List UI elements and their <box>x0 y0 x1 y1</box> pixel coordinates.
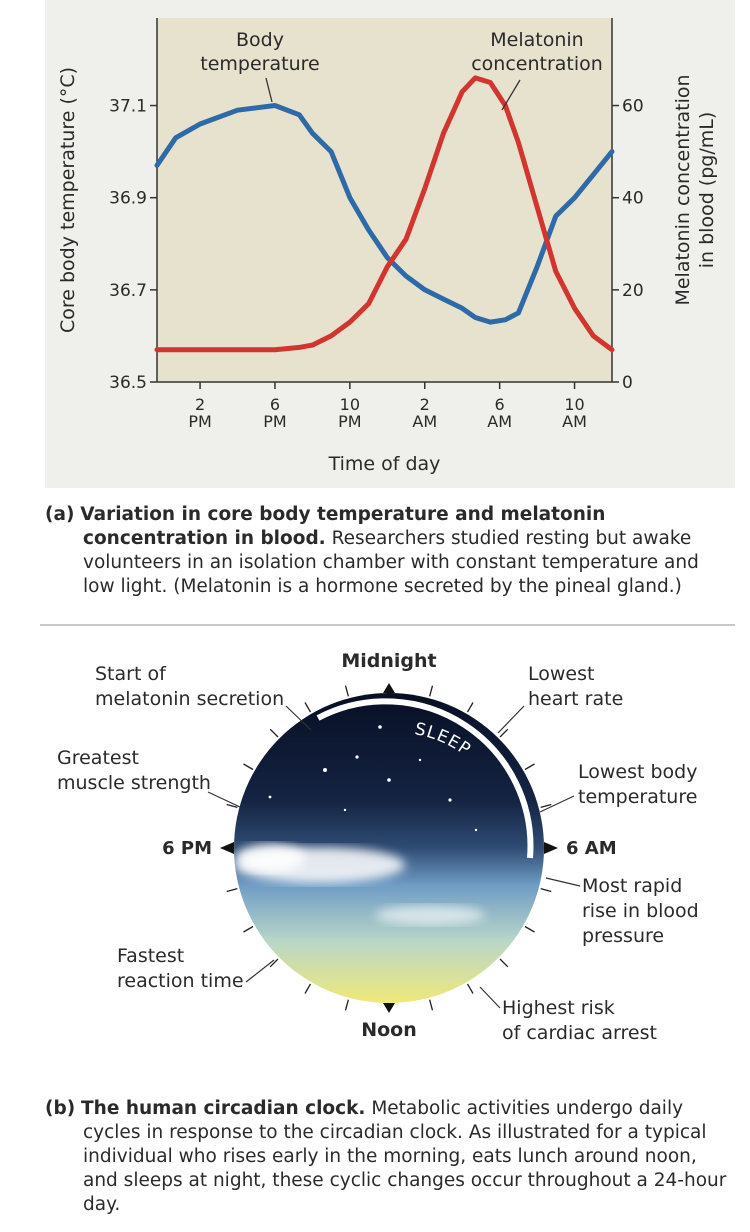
event-label-line: Greatest <box>57 747 139 769</box>
clock-ticks <box>226 685 552 1011</box>
y2-tick-label: 0 <box>622 373 633 393</box>
y2-tick-label: 60 <box>622 97 644 117</box>
event-label-line: heart rate <box>528 688 623 710</box>
clock-tick <box>243 763 254 771</box>
clock-tick <box>304 983 312 994</box>
leader-lines <box>207 705 581 1009</box>
six-am-label: 6 AM <box>566 838 617 859</box>
clock-tick <box>269 728 279 738</box>
event-label-line: temperature <box>578 786 697 808</box>
event-label-line: pressure <box>582 925 664 947</box>
event-label-line: reaction time <box>117 970 244 992</box>
annotation-line: temperature <box>200 53 319 75</box>
clock-tick <box>540 888 552 893</box>
y2-axis-title-line: in blood (pg/mL) <box>696 112 718 269</box>
annotation-line: Body <box>236 29 284 51</box>
event-label: Most rapid rise in blood pressure <box>582 875 699 947</box>
y2-axis-title: Melatonin concentration in blood (pg/mL) <box>672 74 718 305</box>
caption-a: (a) Variation in core body temperature a… <box>45 503 735 599</box>
clock-tick <box>344 685 349 697</box>
clock-tick <box>269 958 279 968</box>
caption-text: Metabolic activities undergo daily cycle… <box>83 1098 727 1215</box>
caption-title: The human circadian clock. <box>81 1098 366 1119</box>
annotation: Melatonin concentration <box>471 29 603 75</box>
clock-tick <box>429 999 434 1011</box>
event-label: Fastest reaction time <box>117 945 244 992</box>
clock-arrows <box>220 683 558 1013</box>
clock-tick <box>524 925 535 933</box>
event-label: Highest risk of cardiac arrest <box>502 997 657 1044</box>
clock-tick <box>226 803 238 808</box>
x-tick-label: 2 PM <box>188 395 212 431</box>
x-tick-label: 6 AM <box>487 395 513 431</box>
y2-tick-label: 20 <box>622 281 644 301</box>
y-tick-label: 36.5 <box>109 373 147 393</box>
clock-tick <box>499 728 509 738</box>
event-label: Lowest heart rate <box>528 663 623 710</box>
caption-title: Variation in core body temperature and m… <box>80 504 606 549</box>
caption-label: (b) <box>45 1098 76 1119</box>
x-tick-label: 6 PM <box>263 395 287 431</box>
six-pm-label: 6 PM <box>162 838 212 859</box>
clock-tick <box>524 763 535 771</box>
event-label-line: rise in blood <box>582 900 699 922</box>
y-tick-label: 36.9 <box>109 189 147 209</box>
midnight-label: Midnight <box>341 650 436 672</box>
x-tick-label: 2 AM <box>412 395 438 431</box>
caption-label: (a) <box>45 504 75 525</box>
noon-label: Noon <box>361 1019 417 1041</box>
clock-tick <box>540 803 552 808</box>
event-label-line: Lowest <box>528 663 594 685</box>
y-tick-label: 36.7 <box>109 281 147 301</box>
clock-tick <box>499 958 509 968</box>
clock-events: Start of melatonin secretion Lowest heart r… <box>57 663 699 1044</box>
caption-b: (b) The human circadian clock. Metabolic… <box>45 1097 735 1217</box>
sleep-arc <box>316 698 534 859</box>
data-line <box>154 103 615 325</box>
event-label-line: Highest risk <box>502 997 615 1019</box>
annotation: Body temperature <box>200 29 319 75</box>
data-line <box>154 75 615 353</box>
annotation-line: Melatonin <box>490 29 583 51</box>
annotation-line: concentration <box>471 53 603 75</box>
clock: SLEEP Midnight Noon 6 PM 6 AM Start of me… <box>57 650 699 1044</box>
event-label: Start of melatonin secretion <box>95 663 284 710</box>
y2-tick-label: 40 <box>622 189 644 209</box>
clock-tick <box>466 702 474 713</box>
y-axis-title: Core body temperature (°C) <box>57 67 79 333</box>
clock-tick <box>304 702 312 713</box>
x-axis-title: Time of day <box>328 453 441 475</box>
event-label-line: of cardiac arrest <box>502 1022 657 1044</box>
caption-text: Researchers studied resting but awake vo… <box>83 528 699 597</box>
clock-tick <box>243 925 254 933</box>
event-label-line: Lowest body <box>578 761 697 783</box>
event-label-line: melatonin secretion <box>95 688 284 710</box>
clock-tick <box>429 685 434 697</box>
annotation-leader <box>501 79 521 111</box>
x-tick-label: 10 AM <box>562 395 587 431</box>
clock-tick <box>466 983 474 994</box>
x-tick-label: 10 PM <box>338 395 362 431</box>
event-label-line: Start of <box>95 663 167 685</box>
clock-art <box>235 725 529 1003</box>
event-label: Lowest body temperature <box>578 761 697 808</box>
clock-tick <box>344 999 349 1011</box>
event-label-line: Most rapid <box>582 875 682 897</box>
y-tick-label: 37.1 <box>109 97 147 117</box>
chart-a: 36.5 36.7 36.9 37.1 0 20 40 60 Time of day Core b… <box>57 18 718 475</box>
annotation-leader <box>265 77 273 103</box>
event-label-line: muscle strength <box>57 772 211 794</box>
event-label-line: Fastest <box>117 945 184 967</box>
y2-axis-title-line: Melatonin concentration <box>672 74 694 305</box>
clock-tick <box>226 888 238 893</box>
event-label: Greatest muscle strength <box>57 747 211 794</box>
